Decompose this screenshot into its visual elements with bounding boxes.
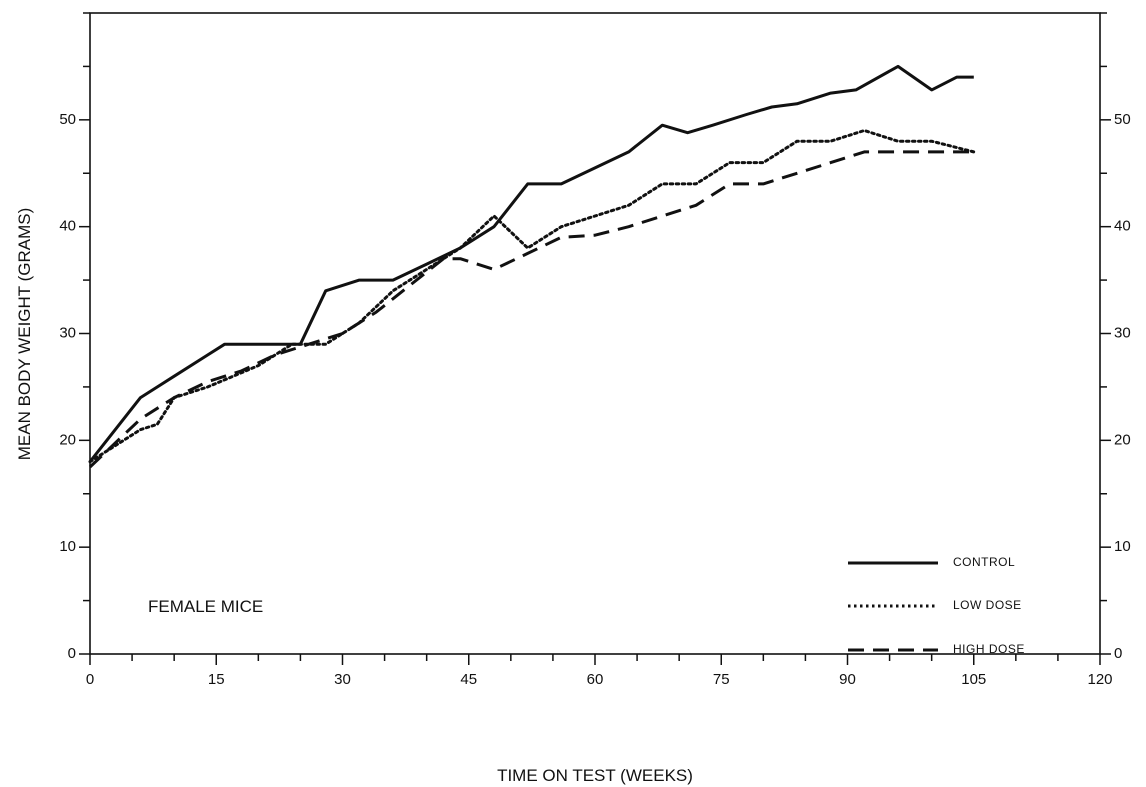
y-axis-right-tick-labels: 0 10 20 30 40 50	[1114, 111, 1131, 662]
y-tick-label-right-50: 50	[1114, 111, 1131, 128]
series-line-control	[88, 64, 974, 463]
x-tick-label-30: 30	[334, 671, 351, 688]
series-line-low-dose	[88, 129, 976, 464]
y-tick-label-right-20: 20	[1114, 431, 1131, 448]
y-tick-label-right-0: 0	[1114, 645, 1122, 662]
y-tick-label-left-40: 40	[59, 218, 76, 235]
x-tick-label-90: 90	[839, 671, 856, 688]
legend-label-control: CONTROL	[953, 555, 1015, 569]
y-tick-label-left-20: 20	[59, 431, 76, 448]
y-axis-title: MEAN BODY WEIGHT (GRAMS)	[15, 208, 34, 461]
x-tick-label-60: 60	[587, 671, 604, 688]
x-tick-label-105: 105	[961, 671, 986, 688]
x-tick-label-45: 45	[460, 671, 477, 688]
legend-label-low-dose: LOW DOSE	[953, 598, 1022, 612]
x-axis-title: TIME ON TEST (WEEKS)	[497, 766, 693, 785]
x-tick-label-15: 15	[208, 671, 225, 688]
y-axis-right-ticks	[1100, 12, 1111, 655]
x-axis-ticks	[89, 654, 1101, 665]
series-line-high-dose	[88, 150, 974, 469]
y-tick-label-right-30: 30	[1114, 324, 1131, 341]
chart-annotation: FEMALE MICE	[148, 597, 263, 616]
x-tick-label-0: 0	[86, 671, 94, 688]
y-axis-left-ticks	[79, 12, 90, 655]
plot-frame	[89, 12, 1101, 655]
y-tick-label-left-30: 30	[59, 324, 76, 341]
y-tick-label-left-10: 10	[59, 538, 76, 555]
y-tick-label-right-40: 40	[1114, 218, 1131, 235]
x-tick-label-120: 120	[1087, 671, 1112, 688]
y-tick-label-left-50: 50	[59, 111, 76, 128]
series-lines	[88, 64, 976, 469]
x-tick-label-75: 75	[713, 671, 730, 688]
y-tick-label-left-0: 0	[68, 645, 76, 662]
x-axis-tick-labels: 0 15 30 45 60 75 90 105 120	[86, 671, 1113, 688]
legend: CONTROL LOW DOSE HIGH DOSE	[848, 555, 1025, 656]
y-axis-left-tick-labels: 0 10 20 30 40 50	[59, 111, 76, 662]
y-tick-label-right-10: 10	[1114, 538, 1131, 555]
legend-label-high-dose: HIGH DOSE	[953, 642, 1025, 656]
